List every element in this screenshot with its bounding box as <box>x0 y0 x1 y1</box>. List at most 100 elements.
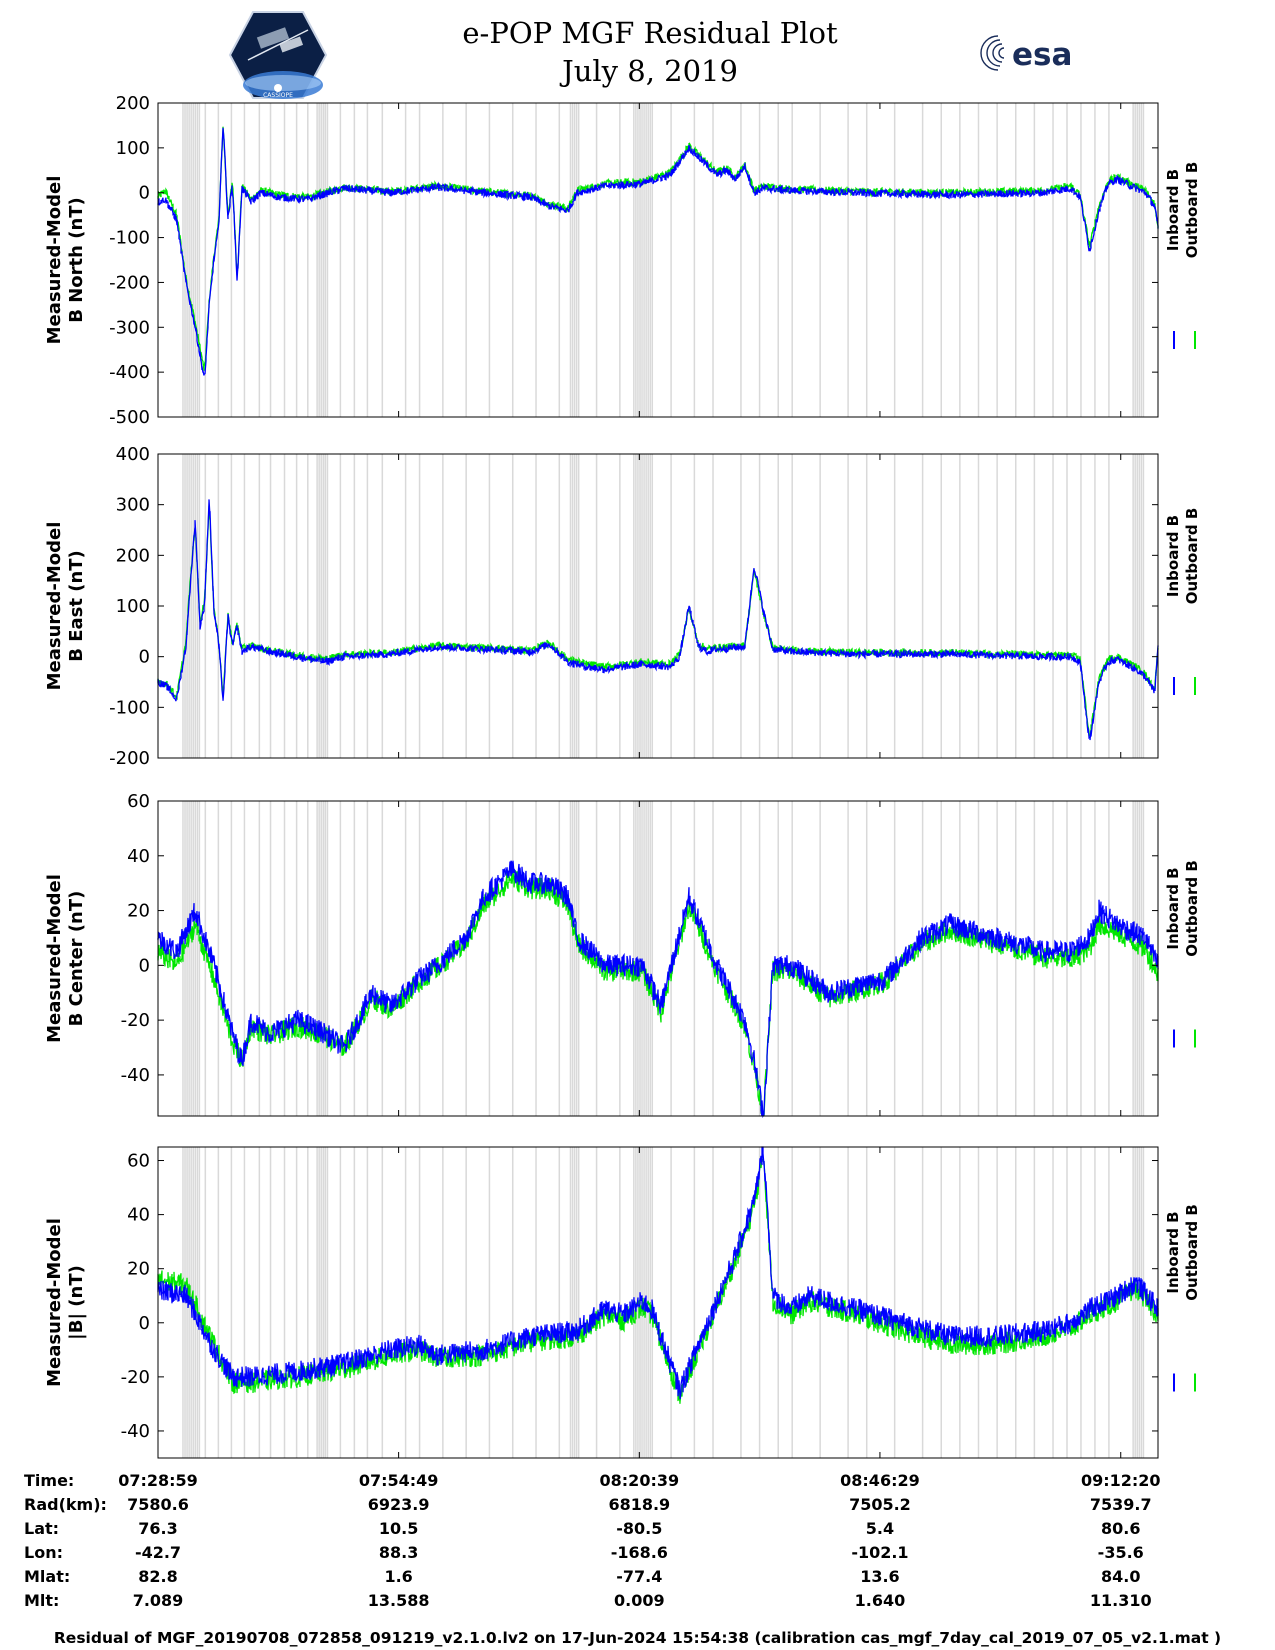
plot-title-date: July 8, 2019 <box>562 54 738 88</box>
gap-band <box>198 1147 201 1458</box>
gap-band <box>190 103 192 417</box>
y-tick-label: -200 <box>109 272 150 293</box>
gap-band <box>693 1147 696 1458</box>
gap-band <box>322 103 325 417</box>
gap-band <box>192 454 194 758</box>
gap-band <box>488 103 491 417</box>
gap-band <box>442 1147 444 1458</box>
gap-band <box>535 801 537 1116</box>
table-cell: 7505.2 <box>849 1495 911 1514</box>
gap-band <box>595 1147 598 1458</box>
gap-band <box>558 1147 561 1458</box>
gap-band <box>1136 801 1138 1116</box>
legend: Inboard B Outboard B <box>1164 508 1201 605</box>
gap-band <box>217 103 220 417</box>
gap-band <box>575 103 578 417</box>
gap-band <box>571 1147 574 1458</box>
gap-band <box>230 801 233 1116</box>
y-tick-label: 60 <box>127 1151 150 1172</box>
gap-band <box>295 454 298 758</box>
gap-band <box>511 454 514 758</box>
table-cell: 07:54:49 <box>359 1471 439 1490</box>
gap-band <box>921 801 924 1116</box>
gap-band <box>1140 1147 1143 1458</box>
gap-band <box>307 454 309 758</box>
gap-band <box>633 454 635 758</box>
gap-band <box>865 801 868 1116</box>
table-row-label: Time: <box>24 1471 74 1490</box>
gap-band <box>959 454 961 758</box>
gap-band <box>258 1147 261 1458</box>
gap-band <box>921 454 924 758</box>
gap-band <box>865 1147 868 1458</box>
gap-band <box>712 103 714 417</box>
y-axis-label-line1: Measured-Model <box>44 522 65 691</box>
series-line-inboard <box>157 860 1159 1119</box>
gap-band <box>1136 454 1138 758</box>
gap-band <box>258 801 261 1116</box>
gap-band <box>1066 1147 1068 1458</box>
table-cell: 13.6 <box>860 1567 899 1586</box>
gap-band <box>1066 454 1068 758</box>
gap-band <box>921 1147 924 1458</box>
data-gap-bands <box>182 454 1145 758</box>
gap-band <box>324 1147 327 1458</box>
legend-label-outboard: Outboard B <box>1183 508 1201 605</box>
series-line-inboard <box>157 499 1159 741</box>
gap-band <box>1052 1147 1054 1458</box>
gap-band <box>511 103 514 417</box>
gap-band <box>186 454 188 758</box>
gap-band <box>1094 103 1096 417</box>
gap-band <box>1142 103 1145 417</box>
table-cell: 11.310 <box>1090 1591 1152 1610</box>
y-axis-label: Measured-Model B East (nT) <box>44 522 87 691</box>
gap-band <box>577 801 580 1116</box>
gap-band <box>740 103 742 417</box>
gap-band <box>182 454 184 758</box>
gap-band <box>1052 103 1054 417</box>
gap-band <box>940 1147 942 1458</box>
gap-band <box>758 1147 761 1458</box>
gap-band <box>1142 801 1145 1116</box>
gap-band <box>307 1147 309 1458</box>
gap-band <box>847 454 849 758</box>
gap-band <box>269 801 272 1116</box>
logo-caption: CASSIOPE <box>263 92 293 99</box>
gap-band <box>198 103 201 417</box>
y-tick-label: 400 <box>116 444 150 465</box>
gap-band <box>217 1147 220 1458</box>
gap-band <box>404 1147 407 1458</box>
gap-band <box>569 454 572 758</box>
gap-band <box>569 801 572 1116</box>
gap-band <box>318 454 320 758</box>
gap-band <box>465 1147 467 1458</box>
gap-band <box>316 1147 318 1458</box>
gap-band <box>1140 801 1143 1116</box>
gap-band <box>643 103 645 417</box>
gap-band <box>670 454 672 758</box>
gap-band <box>295 1147 298 1458</box>
gap-band <box>637 454 639 758</box>
gap-band <box>893 454 896 758</box>
gap-band <box>996 103 998 417</box>
footer-caption: Residual of MGF_20190708_072858_091219_v… <box>53 1629 1222 1647</box>
gap-band <box>322 454 325 758</box>
legend: Inboard B Outboard B <box>1164 162 1201 259</box>
table-cell: -80.5 <box>616 1519 662 1538</box>
gap-band <box>339 454 342 758</box>
gap-band <box>819 103 821 417</box>
gap-band <box>353 801 356 1116</box>
gap-band <box>320 103 322 417</box>
gap-band <box>649 801 651 1116</box>
table-cell: 7.089 <box>133 1591 184 1610</box>
gap-band <box>1134 103 1136 417</box>
gap-band <box>1138 454 1141 758</box>
gap-band <box>1033 454 1036 758</box>
legend-label-outboard: Outboard B <box>1183 1204 1201 1301</box>
gap-band <box>295 801 298 1116</box>
table-row-label: Lon: <box>24 1543 63 1562</box>
legend-label-inboard: Inboard B <box>1164 1211 1182 1293</box>
table-cell: 13.588 <box>368 1591 430 1610</box>
table-cell: 1.6 <box>384 1567 412 1586</box>
